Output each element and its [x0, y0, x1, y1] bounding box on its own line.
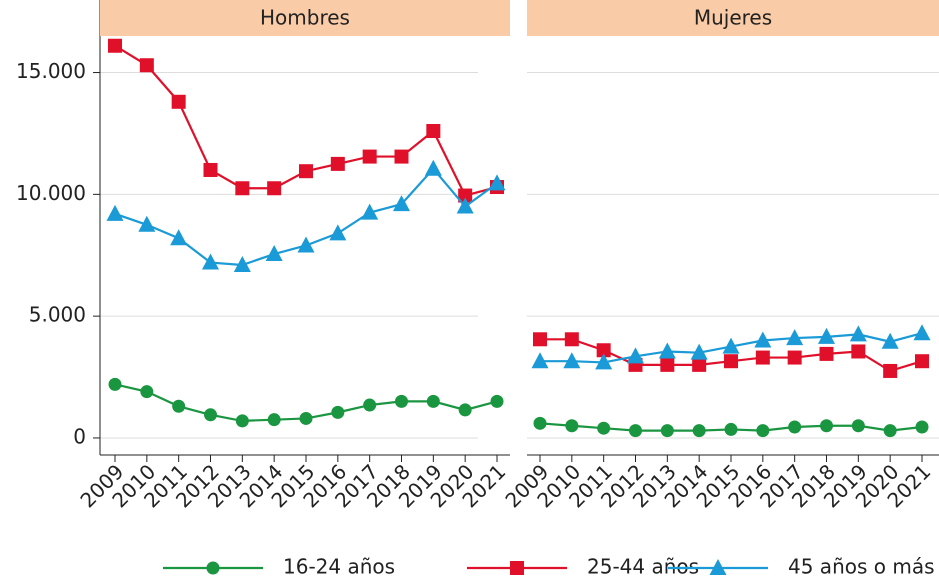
point	[490, 394, 504, 408]
point	[394, 149, 409, 164]
point	[660, 357, 675, 372]
point	[297, 236, 315, 253]
point	[106, 204, 124, 221]
point	[267, 413, 281, 427]
point	[330, 156, 345, 171]
point	[458, 403, 472, 417]
point	[818, 327, 835, 344]
panel-title: Mujeres	[694, 6, 772, 30]
point	[913, 324, 931, 341]
point	[849, 325, 867, 342]
point	[531, 352, 549, 369]
point	[692, 424, 706, 438]
point	[267, 181, 282, 196]
point	[171, 94, 186, 109]
point	[629, 424, 642, 438]
point	[138, 215, 156, 232]
point	[331, 405, 345, 419]
point	[203, 162, 218, 177]
point	[426, 124, 441, 139]
y-tick-label: 5.000	[29, 303, 86, 327]
point	[564, 332, 579, 347]
point	[819, 346, 834, 361]
point	[426, 394, 440, 408]
point	[299, 164, 313, 179]
point	[724, 422, 738, 436]
point	[510, 561, 524, 575]
point	[565, 419, 579, 433]
point	[533, 416, 547, 430]
point	[851, 344, 866, 359]
point	[756, 424, 770, 438]
point	[458, 188, 473, 203]
point	[690, 343, 708, 360]
point	[597, 421, 611, 435]
point	[787, 350, 802, 365]
point	[627, 347, 644, 364]
point	[658, 342, 676, 359]
point	[915, 420, 929, 434]
point	[660, 424, 674, 438]
point	[883, 424, 897, 438]
point	[456, 197, 474, 214]
point	[851, 419, 865, 433]
panel-header	[527, 0, 939, 36]
legend-label: 16-24 años	[283, 555, 395, 579]
point	[204, 408, 217, 422]
point	[202, 253, 219, 270]
point	[881, 332, 899, 349]
point	[361, 203, 379, 220]
point	[883, 363, 898, 378]
point	[424, 159, 442, 176]
legend-label: 45 años o más	[788, 555, 935, 579]
panel-title: Hombres	[260, 6, 350, 30]
y-tick-label: 0	[73, 424, 86, 448]
point	[915, 354, 929, 369]
point	[722, 337, 740, 354]
point	[235, 181, 250, 196]
point	[299, 411, 313, 425]
point	[786, 329, 804, 346]
point	[206, 561, 220, 575]
point	[362, 149, 377, 164]
point	[108, 38, 122, 53]
point	[233, 255, 251, 272]
point	[595, 353, 613, 370]
point	[709, 559, 727, 575]
point	[820, 419, 833, 433]
point	[139, 58, 154, 73]
point	[172, 399, 186, 413]
point	[788, 420, 802, 434]
point	[393, 195, 410, 212]
point	[755, 350, 770, 365]
point	[596, 343, 611, 358]
point	[265, 245, 283, 262]
y-tick-label: 15.000	[16, 59, 86, 83]
point	[488, 174, 506, 191]
y-tick-label: 10.000	[16, 181, 86, 205]
point	[140, 385, 154, 399]
point	[563, 352, 581, 369]
point	[363, 398, 377, 412]
panel-header	[100, 0, 510, 36]
point	[108, 377, 122, 391]
point	[754, 331, 772, 348]
point	[533, 332, 547, 347]
legend-label: 25-44 años	[587, 555, 699, 579]
point	[395, 394, 408, 408]
point	[329, 224, 347, 241]
point	[724, 354, 738, 369]
point	[235, 414, 249, 428]
point	[170, 229, 188, 246]
point	[692, 357, 707, 372]
